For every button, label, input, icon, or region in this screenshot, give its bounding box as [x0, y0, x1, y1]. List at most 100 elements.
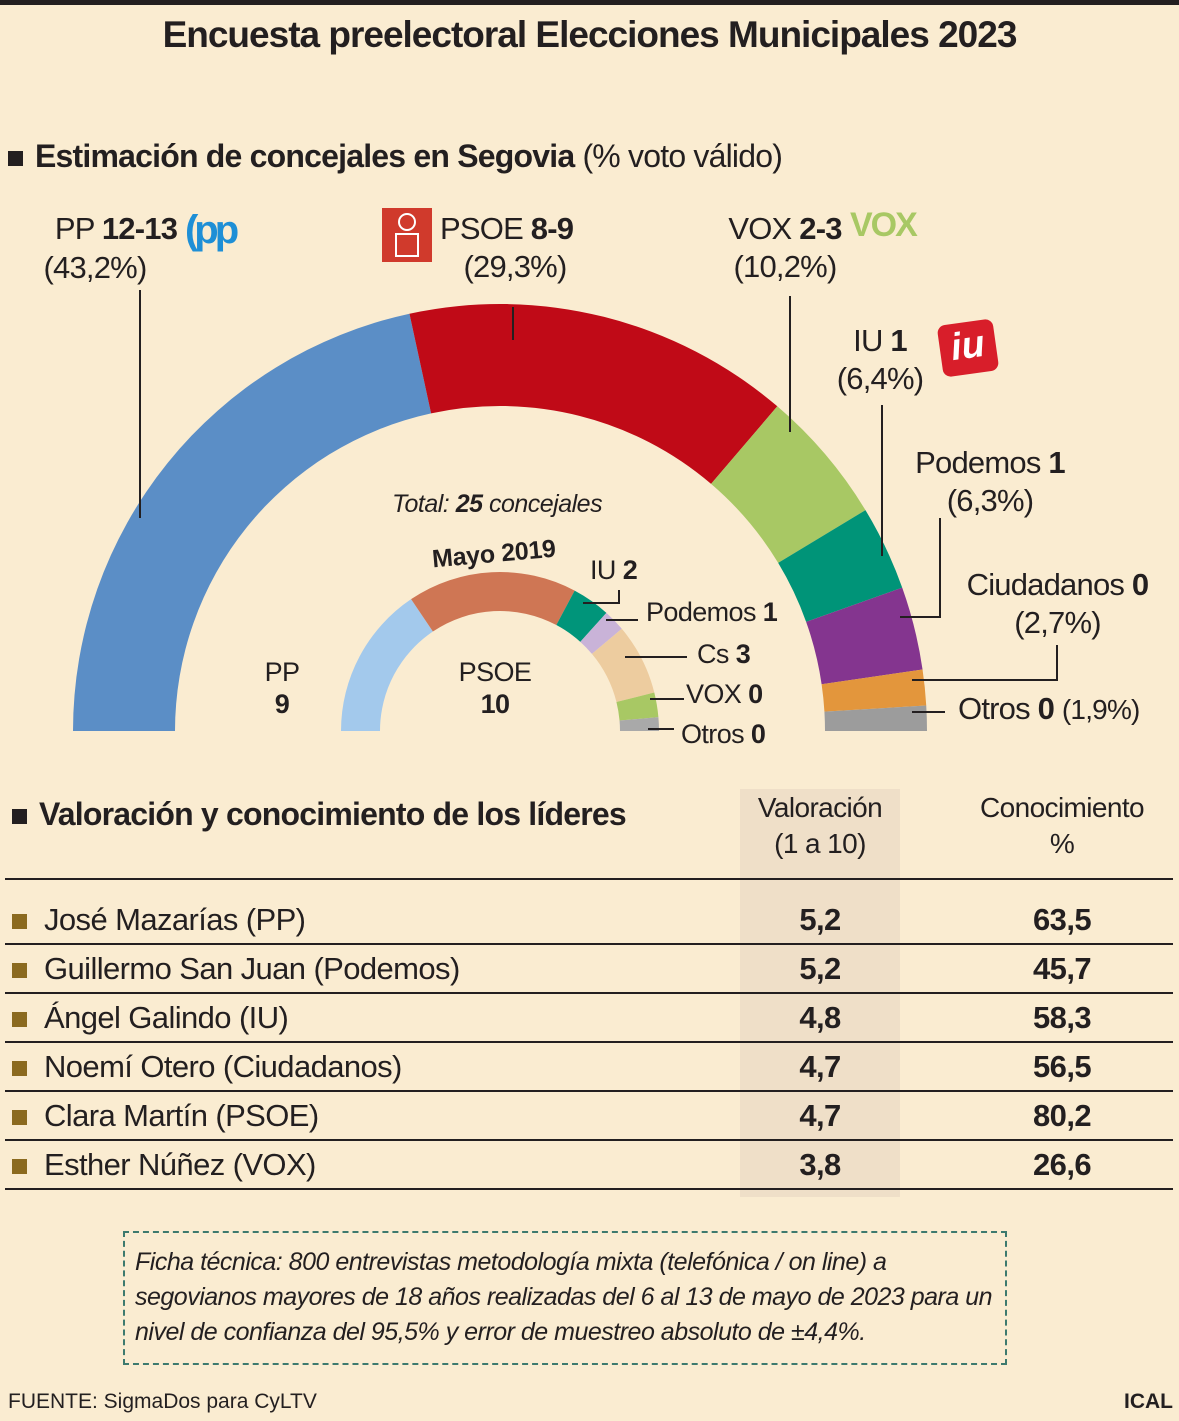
conocimiento-value: 80,2	[1033, 1098, 1092, 1133]
party-name: Ciudadanos	[966, 567, 1125, 602]
conocimiento-value: 45,7	[1033, 951, 1092, 986]
table-row: Noemí Otero (Ciudadanos) 4,7 56,5	[0, 1043, 1179, 1091]
valoracion-value: 5,2	[799, 951, 841, 986]
leader-line-podemos	[900, 518, 941, 618]
total-value: 25	[455, 490, 483, 518]
inner-arc-vox	[616, 692, 659, 721]
party-pct: (6,3%)	[946, 483, 1034, 518]
party-name: Podemos	[915, 445, 1041, 480]
seats-chart	[73, 290, 1058, 731]
party-name: IU	[853, 323, 883, 358]
section-subtitle: (% voto válido)	[582, 138, 783, 174]
valoracion-value: 4,7	[799, 1098, 841, 1133]
valoracion-value: 5,2	[799, 902, 841, 937]
party-seats: 0	[1131, 567, 1149, 602]
party-seats: 12-13	[101, 211, 178, 246]
leader-name: Ángel Galindo (IU)	[44, 1000, 289, 1035]
table-row: Clara Martín (PSOE) 4,7 80,2	[0, 1092, 1179, 1140]
leader-name: José Mazarías (PP)	[44, 902, 306, 937]
inner-label-pp: PP 9	[250, 656, 314, 720]
leader-line-ciudadanos	[912, 645, 1058, 681]
source-footer: FUENTE: SigmaDos para CyLTV	[8, 1390, 317, 1413]
header-line1: Valoración	[757, 792, 883, 823]
party-pct: (6,4%)	[836, 361, 924, 396]
label-pp: PP 12-13 (pp (43,2%)	[30, 210, 260, 287]
party-seats: 0	[748, 679, 763, 709]
label-otros: Otros 0 (1,9%)	[958, 690, 1140, 729]
ficha-tecnica-box: Ficha técnica: 800 entrevistas metodolog…	[123, 1231, 1007, 1365]
page-title: Encuesta preelectoral Elecciones Municip…	[162, 14, 1018, 55]
table-row: Guillermo San Juan (Podemos) 5,2 45,7	[0, 945, 1179, 993]
conocimiento-value: 63,5	[1033, 902, 1092, 937]
header-line2: (1 a 10)	[774, 828, 866, 859]
inner-label-podemos: Podemos 1	[646, 596, 778, 628]
column-header-valoracion: Valoración (1 a 10)	[740, 790, 900, 862]
inner-arc-pp	[341, 599, 433, 731]
header-line2: %	[1049, 828, 1075, 859]
valoracion-value: 4,7	[799, 1049, 841, 1084]
section-title-text: Estimación de concejales en Segovia	[35, 138, 575, 174]
party-seats: 2-3	[799, 211, 842, 246]
vox-logo-icon: VOX	[850, 206, 918, 244]
party-seats: 1	[762, 597, 778, 627]
label-ciudadanos: Ciudadanos 0 (2,7%)	[950, 566, 1165, 642]
party-seats: 1	[1048, 445, 1065, 480]
inner-label-psoe: PSOE 10	[445, 656, 545, 720]
arc-otros	[824, 705, 927, 731]
leader-name: Clara Martín (PSOE)	[44, 1098, 319, 1133]
party-name: Podemos	[646, 597, 756, 627]
valoracion-value: 4,8	[799, 1000, 841, 1035]
row-divider	[5, 1041, 1173, 1043]
inner-arc-psoe	[411, 572, 575, 632]
party-seats: 1	[890, 323, 907, 358]
valoracion-value: 3,8	[799, 1147, 841, 1182]
row-marker-icon	[12, 1110, 27, 1125]
party-pct: (10,2%)	[733, 249, 838, 284]
header-line1: Conocimiento	[980, 792, 1145, 823]
brand-logo: ICAL	[1124, 1390, 1173, 1413]
row-divider	[5, 1090, 1173, 1092]
total-prefix: Total:	[392, 490, 450, 518]
bullet-square-icon	[12, 809, 27, 825]
label-psoe-pct: (29,3%)	[463, 249, 568, 284]
party-name: VOX	[686, 679, 742, 709]
row-marker-icon	[12, 1061, 27, 1076]
total-suffix: concejales	[488, 490, 603, 518]
inner-label-vox: VOX 0	[686, 678, 763, 710]
party-name: PSOE	[440, 211, 524, 246]
total-label: Total: 25 concejales	[392, 490, 603, 519]
label-psoe: PSOE 8-9	[440, 210, 590, 248]
leader-name: Guillermo San Juan (Podemos)	[44, 951, 460, 986]
section-title-text: Valoración y conocimiento de los líderes	[39, 796, 627, 832]
party-seats: 9	[274, 689, 290, 719]
conocimiento-value: 56,5	[1033, 1049, 1092, 1084]
row-divider	[5, 1139, 1173, 1141]
conocimiento-value: 26,6	[1033, 1147, 1092, 1182]
arc-iu	[778, 510, 903, 622]
row-divider	[5, 943, 1173, 945]
table-row: Ángel Galindo (IU) 4,8 58,3	[0, 994, 1179, 1042]
section-lideres-title: Valoración y conocimiento de los líderes	[12, 796, 627, 833]
inner-label-iu: IU 2	[590, 554, 638, 586]
iu-logo-icon: iu	[936, 318, 1000, 378]
header-divider	[5, 878, 1173, 880]
inner-label-otros: Otros 0	[681, 718, 766, 750]
ficha-tecnica-text: Ficha técnica: 800 entrevistas metodolog…	[135, 1248, 993, 1346]
leader-line-inner-iu	[583, 590, 620, 604]
arc-vox	[711, 406, 866, 563]
arc-psoe	[409, 304, 778, 484]
table-row: Esther Núñez (VOX) 3,8 26,6	[0, 1141, 1179, 1189]
arc-ciudadanos	[821, 669, 927, 712]
row-divider	[5, 1188, 1173, 1190]
party-name: Otros	[958, 691, 1031, 726]
row-marker-icon	[12, 914, 27, 929]
party-pct: (1,9%)	[1061, 694, 1140, 725]
inner-label-cs: Cs 3	[697, 638, 751, 670]
party-name: PP	[54, 211, 95, 246]
pp-logo-icon: (pp	[184, 208, 239, 252]
inner-arc-cs	[591, 628, 655, 702]
leader-name: Esther Núñez (VOX)	[44, 1147, 316, 1182]
party-pct: (43,2%)	[43, 250, 148, 285]
inner-arc-otros	[619, 717, 659, 731]
party-name: VOX	[728, 211, 792, 246]
